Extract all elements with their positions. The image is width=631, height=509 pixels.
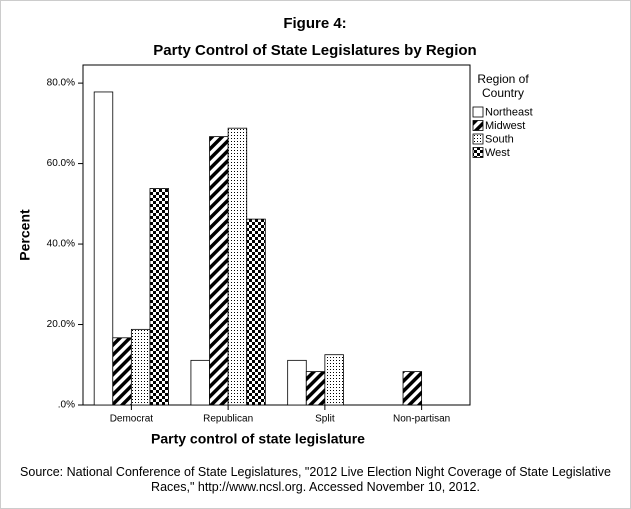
legend-swatch	[472, 133, 484, 145]
x-tick-label: Non-partisan	[393, 414, 450, 425]
x-tick-label: Republican	[203, 414, 253, 425]
bar	[246, 218, 266, 406]
bar	[402, 371, 423, 406]
legend-swatch	[472, 147, 484, 158]
bar	[130, 328, 151, 406]
bar	[190, 359, 210, 406]
source-note: Source: National Conference of State Leg…	[20, 465, 611, 494]
bar	[324, 354, 344, 406]
y-tick-label: 80.0%	[47, 78, 75, 89]
bar	[227, 127, 248, 406]
legend-label: South	[485, 133, 514, 145]
y-tick-label: 20.0%	[47, 319, 75, 330]
bar	[209, 136, 229, 406]
bar	[112, 337, 132, 406]
legend-label: Northeast	[485, 106, 533, 118]
bar	[93, 91, 114, 406]
plot-frame	[82, 64, 471, 406]
y-tick-label: .0%	[58, 400, 75, 411]
legend-label: Midwest	[485, 120, 525, 132]
x-tick-label: Democrat	[110, 414, 154, 425]
bar	[149, 188, 169, 406]
bar	[287, 359, 307, 406]
legend-label: West	[485, 147, 510, 159]
x-axis-label: Party control of state legislature	[151, 431, 365, 447]
legend-swatch	[472, 120, 484, 131]
chart-subtitle: Party Control of State Legislatures by R…	[153, 42, 476, 59]
legend-swatch	[472, 106, 484, 118]
y-tick-label: 40.0%	[47, 239, 75, 250]
chart-title: Figure 4:	[283, 15, 346, 32]
legend-title: Region of Country	[477, 72, 529, 100]
y-axis-label: Percent	[17, 209, 33, 261]
y-tick-label: 60.0%	[47, 158, 75, 169]
x-tick-label: Split	[315, 414, 335, 425]
bar	[305, 371, 326, 406]
